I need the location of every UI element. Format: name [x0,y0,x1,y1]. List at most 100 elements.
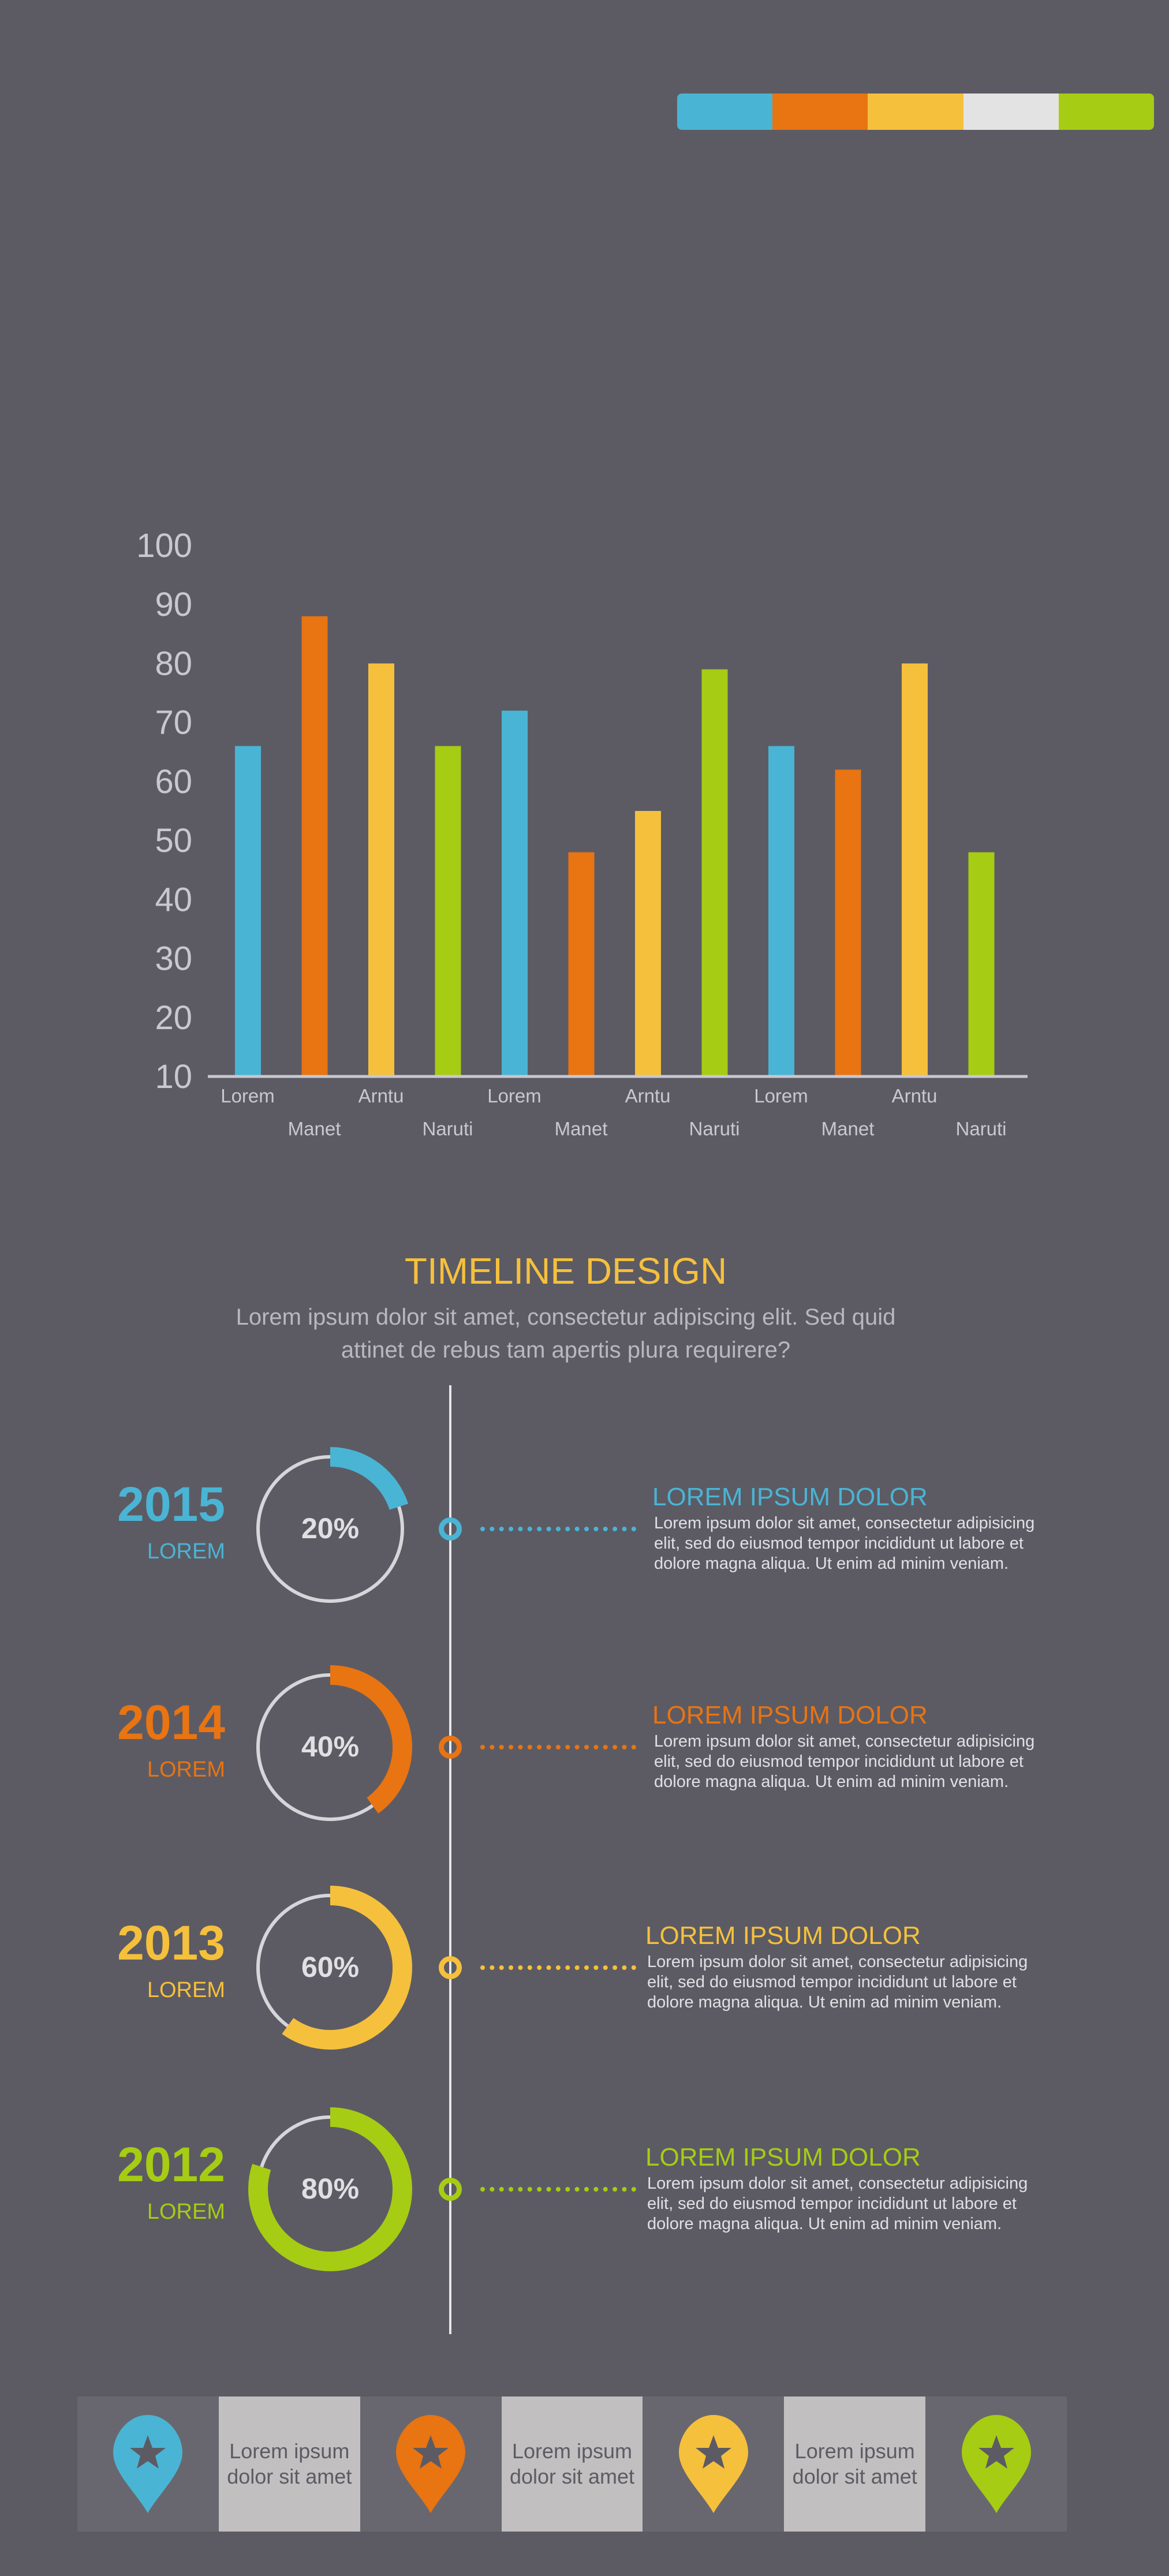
year: 2014 [117,1695,225,1749]
bar [835,769,861,1076]
dotted-connector [480,1745,636,1749]
x-tick-label: Manet [821,1118,875,1139]
y-tick-label: 60 [155,763,192,801]
progress-donut [248,2107,412,2271]
y-tick-label: 30 [155,940,192,978]
x-tick-label: Naruti [689,1118,740,1139]
y-tick-label: 40 [155,881,192,918]
bar [902,663,928,1076]
percent-text: 60% [301,1951,360,1983]
year-label: LOREM [147,1758,225,1782]
x-tick-label: Naruti [422,1118,473,1139]
legend-swatch [1058,94,1154,130]
color-legend [677,94,1154,130]
progress-arc [248,1665,412,1829]
text-cell: Lorem ipsum dolor sit amet [218,2396,360,2532]
timeline-axis [449,1385,451,2334]
x-tick-label: Arntu [625,1085,671,1106]
progress-arc [248,1447,412,1611]
timeline-node [439,2178,462,2201]
text-line: Lorem ipsum [511,2439,633,2463]
y-tick-label: 100 [136,527,192,564]
x-tick-label: Manet [288,1118,341,1139]
text-line: Lorem ipsum [229,2439,350,2463]
x-tick-label: Arntu [358,1085,404,1106]
x-tick-label: Lorem [754,1085,808,1106]
item-heading: LOREM IPSUM DOLOR [645,2143,921,2171]
bar [568,852,595,1076]
timeline-title: TIMELINE DESIGN [404,1250,727,1292]
y-tick-label: 90 [155,586,192,623]
bar [768,746,794,1076]
y-tick-label: 20 [155,999,192,1037]
legend-swatch [772,94,868,130]
dotted-connector [480,1965,636,1970]
timeline-node [439,1956,462,1979]
year-label: LOREM [147,1539,225,1564]
timeline-subtitle-line-2: attinet de rebus tam apertis plura requi… [341,1337,791,1363]
year: 2013 [117,1916,225,1970]
progress-donut [248,1447,412,1611]
percent-text: 40% [301,1730,360,1763]
y-tick-label: 50 [155,822,192,859]
map-pin-star-icon [678,2415,748,2513]
item-heading: LOREM IPSUM DOLOR [652,1483,928,1511]
bar [301,616,328,1076]
pin-cell [77,2396,219,2532]
dotted-connector [480,1527,636,1531]
year-label: LOREM [147,1978,225,2002]
item-heading: LOREM IPSUM DOLOR [652,1701,928,1729]
y-tick-label: 70 [155,704,192,742]
y-tick-label: 80 [155,645,192,682]
x-tick-label: Arntu [892,1085,938,1106]
pin-cell [643,2396,784,2532]
item-body: Lorem ipsum dolor sit amet, consectetur … [647,1953,1028,2012]
progress-arc [248,2107,412,2271]
text-line: dolor sit amet [792,2465,917,2488]
footer-band: Lorem ipsum dolor sit amet Lorem ipsum dol… [77,2396,1067,2532]
bar [368,663,394,1076]
y-tick-label: 10 [155,1058,192,1096]
item-heading: LOREM IPSUM DOLOR [645,1921,921,1950]
timeline-node [439,1736,462,1759]
timeline-subtitle-line-1: Lorem ipsum dolor sit amet, consectetur … [236,1304,896,1330]
percent-text: 20% [301,1512,360,1545]
progress-donut [248,1665,412,1829]
pin-cell [925,2396,1067,2532]
x-tick-label: Naruti [955,1118,1006,1139]
bar [435,746,461,1076]
map-pin-star-icon [396,2415,466,2513]
legend-swatch [868,94,963,130]
pin-cell [360,2396,502,2532]
text-cell: Lorem ipsum dolor sit amet [501,2396,643,2532]
text-cell: Lorem ipsum dolor sit amet [784,2396,926,2532]
bar [701,669,728,1076]
bar [235,746,261,1076]
progress-donut [248,1886,412,2050]
item-body: Lorem ipsum dolor sit amet, consectetur … [647,2174,1028,2233]
map-pin-star-icon [961,2415,1031,2513]
bar [968,852,995,1076]
bar [635,811,661,1076]
text-line: dolor sit amet [509,2465,635,2488]
legend-swatch [677,94,773,130]
item-body: Lorem ipsum dolor sit amet, consectetur … [654,1732,1035,1791]
progress-arc [248,1886,412,2050]
bar-chart: 10 20 30 40 50 60 70 80 90 100 Lorem Manet Arntu Naru… [136,527,1028,1139]
text-line: Lorem ipsum [794,2439,915,2463]
year-label: LOREM [147,2200,225,2224]
legend-swatch [963,94,1059,130]
x-tick-label: Lorem [487,1085,541,1106]
timeline-node [439,1517,462,1541]
x-tick-label: Manet [555,1118,608,1139]
map-pin-star-icon [113,2415,183,2513]
item-body: Lorem ipsum dolor sit amet, consectetur … [654,1514,1035,1573]
year: 2012 [117,2137,225,2192]
year: 2015 [117,1477,225,1531]
bar [502,711,528,1076]
x-tick-label: Lorem [221,1085,275,1106]
text-line: dolor sit amet [227,2465,352,2488]
percent-text: 80% [301,2173,360,2205]
dotted-connector [480,2187,636,2192]
